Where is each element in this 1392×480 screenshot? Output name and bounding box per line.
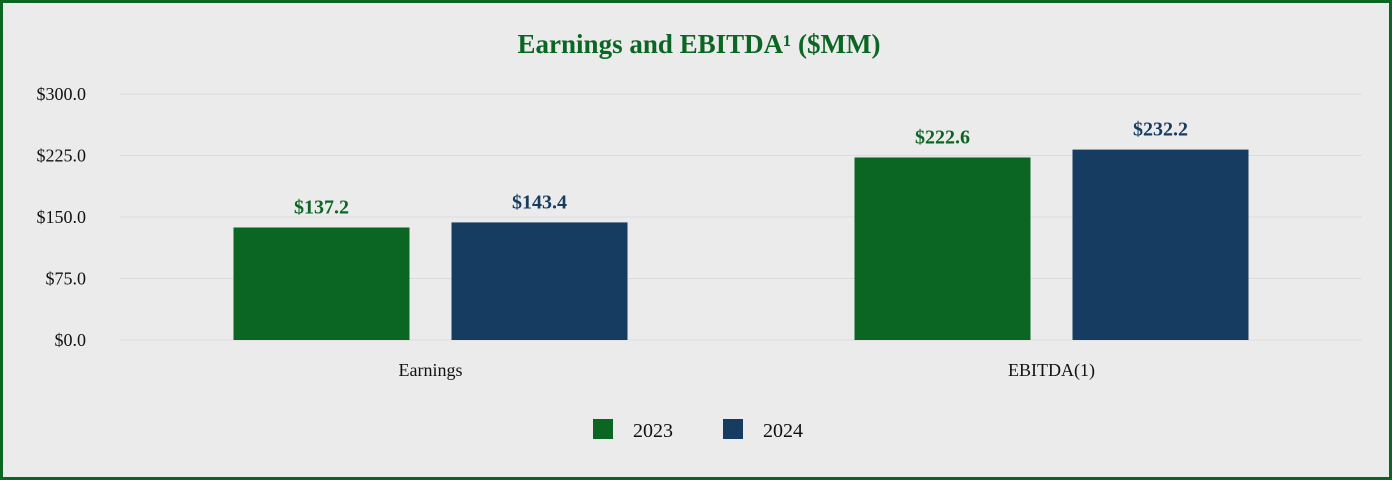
y-axis: $0.0 $75.0 $150.0 $225.0 $300.0: [37, 84, 87, 350]
legend-swatch: [723, 419, 743, 439]
bar-2023: [233, 227, 410, 340]
bar-2023: [854, 157, 1031, 340]
y-tick-label: $150.0: [37, 207, 87, 227]
y-tick-label: $300.0: [37, 84, 87, 104]
x-tick-label: EBITDA(1): [1008, 360, 1095, 381]
y-tick-label: $75.0: [46, 269, 87, 289]
bars: $137.2 $143.4 $222.6 $232.2: [233, 119, 1249, 340]
data-label: $222.6: [915, 126, 970, 148]
bar-2024: [451, 222, 628, 340]
data-label: $143.4: [512, 191, 567, 213]
y-tick-label: $225.0: [37, 146, 87, 166]
data-label: $232.2: [1133, 119, 1188, 141]
x-axis: Earnings EBITDA(1): [399, 360, 1095, 381]
x-tick-label: Earnings: [399, 360, 463, 380]
legend-swatch: [593, 419, 613, 439]
legend-label: 2023: [633, 420, 673, 442]
chart-title: Earnings and EBITDA¹ ($MM): [517, 29, 881, 59]
legend-label: 2024: [763, 420, 803, 442]
legend: 2023 2024: [593, 419, 803, 442]
data-label: $137.2: [294, 196, 349, 218]
y-tick-label: $0.0: [55, 330, 87, 350]
bar-2024: [1072, 149, 1249, 340]
